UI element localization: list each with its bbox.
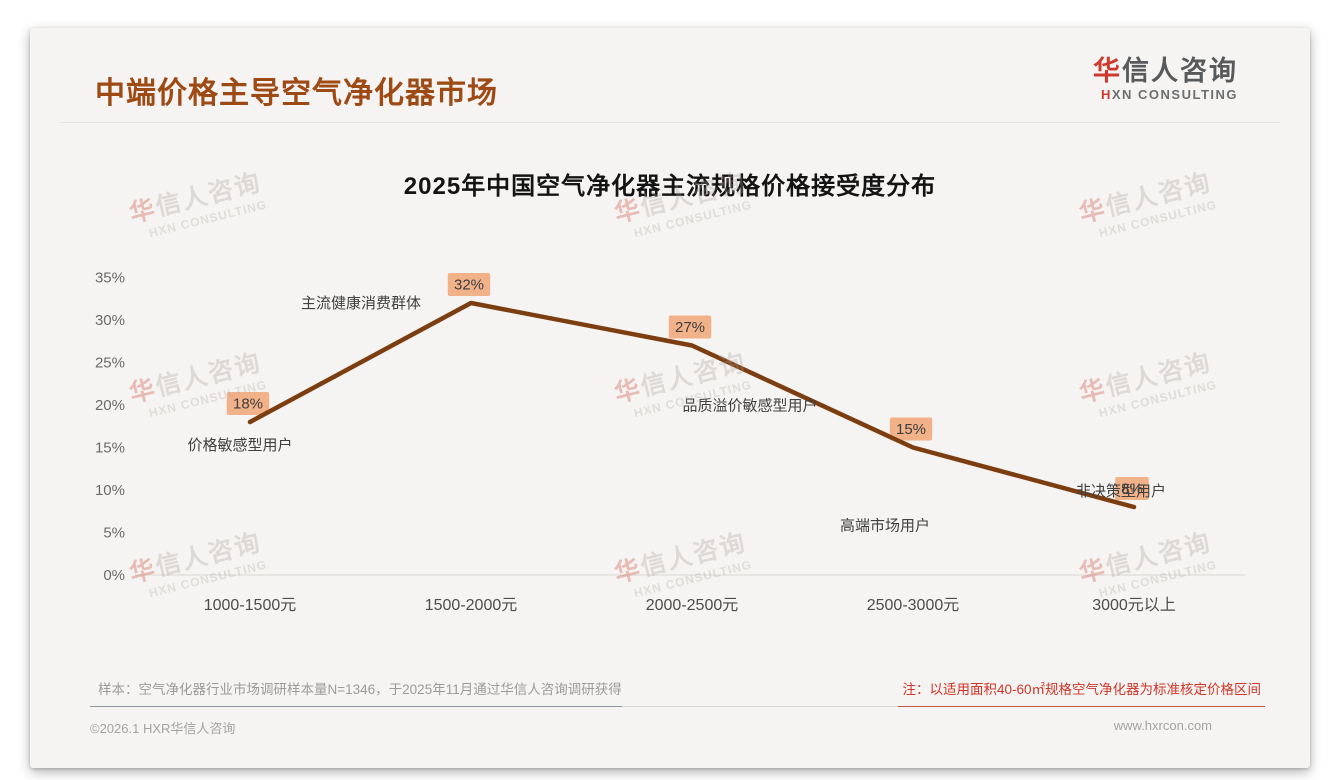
value-badge-label: 18% bbox=[233, 396, 263, 413]
page-footer: ©2026.1 HXR华信人咨询 www.hxrcon.com bbox=[90, 718, 1212, 737]
y-tick-label: 30% bbox=[95, 312, 125, 329]
page-title: 中端价格主导空气净化器市场 bbox=[95, 77, 498, 110]
company-logo: 华信人咨询 HXN CONSULTING bbox=[1093, 56, 1238, 102]
value-badge bbox=[226, 392, 270, 415]
value-badge-label: 15% bbox=[896, 421, 926, 438]
logo-english-name: HXN CONSULTING bbox=[1093, 87, 1238, 102]
logo-cn-rest: 信人咨询 bbox=[1122, 56, 1238, 86]
segment-annotation: 高端市场用户 bbox=[840, 518, 930, 535]
y-tick-label: 0% bbox=[103, 567, 125, 584]
segment-annotation: 非决策型用户 bbox=[1076, 483, 1166, 500]
acceptance-line-chart: 35% 30% 25% 20% 15% 10% 5% 0% 18% 32% 27% 15% 8% 1000… bbox=[95, 270, 1245, 614]
logo-en-rest: XN CONSULTING bbox=[1111, 87, 1238, 103]
header-divider bbox=[60, 122, 1280, 123]
logo-cn-accent: 华 bbox=[1093, 56, 1122, 86]
value-badge-label: 27% bbox=[675, 319, 705, 336]
value-badge bbox=[1115, 477, 1149, 500]
segment-annotation: 主流健康消费群体 bbox=[301, 295, 421, 312]
x-category-label: 1500-2000元 bbox=[425, 597, 518, 614]
y-tick-label: 25% bbox=[95, 355, 125, 372]
segment-annotation: 品质溢价敏感型用户 bbox=[682, 398, 817, 415]
value-badge bbox=[447, 273, 491, 296]
y-tick-label: 35% bbox=[95, 270, 125, 287]
x-category-label: 2000-2500元 bbox=[646, 597, 739, 614]
x-category-label: 2500-3000元 bbox=[867, 597, 960, 614]
copyright-text: ©2026.1 HXR华信人咨询 bbox=[90, 721, 236, 736]
report-card: 中端价格主导空气净化器市场 华信人咨询 HXN CONSULTING 2025年… bbox=[30, 28, 1310, 768]
value-badge-label: 32% bbox=[454, 277, 484, 294]
logo-chinese-name: 华信人咨询 bbox=[1093, 56, 1238, 87]
y-tick-label: 5% bbox=[103, 525, 125, 542]
x-category-label: 1000-1500元 bbox=[204, 597, 297, 614]
website-text: www.hxrcon.com bbox=[1113, 718, 1212, 733]
data-line bbox=[247, 300, 1137, 510]
segment-annotation: 价格敏感型用户 bbox=[187, 437, 292, 454]
value-badge-label: 8% bbox=[1121, 481, 1143, 498]
footnotes-row: 样本：空气净化器行业市场调研样本量N=1346，于2025年11月通过华信人咨询… bbox=[90, 678, 1265, 707]
y-tick-label: 10% bbox=[95, 482, 125, 499]
chart-title: 2025年中国空气净化器主流规格价格接受度分布 bbox=[403, 173, 937, 200]
value-badge bbox=[668, 315, 712, 339]
logo-en-accent: H bbox=[1100, 87, 1112, 103]
value-badge bbox=[889, 417, 933, 441]
y-tick-label: 15% bbox=[95, 440, 125, 457]
sample-note: 样本：空气净化器行业市场调研样本量N=1346，于2025年11月通过华信人咨询… bbox=[90, 678, 622, 707]
price-basis-note: 注：以适用面积40-60㎡规格空气净化器为标准核定价格区间 bbox=[898, 678, 1265, 707]
y-tick-label: 20% bbox=[95, 397, 125, 414]
x-category-label: 3000元以上 bbox=[1092, 596, 1176, 614]
